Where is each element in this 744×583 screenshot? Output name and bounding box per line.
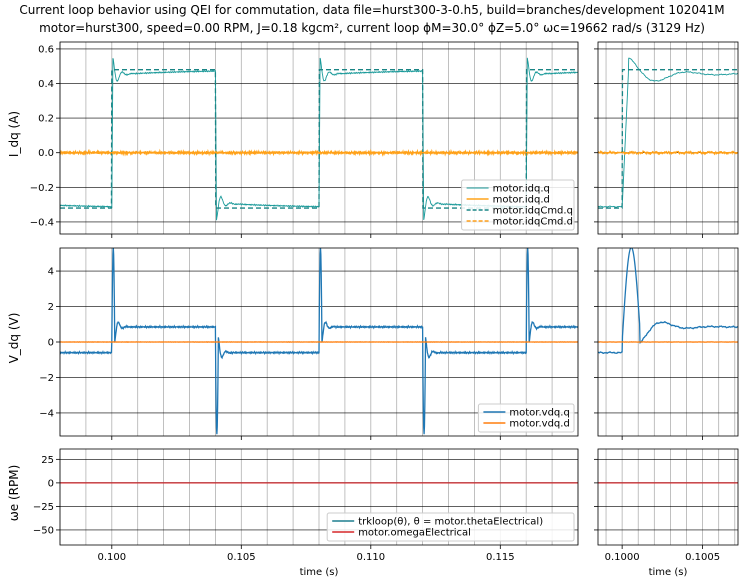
xtick-label: 0.1005 (685, 552, 720, 563)
legend-entry: motor.idqCmd.q (493, 206, 573, 217)
figure-title-line1: Current loop behavior using QEI for comm… (19, 3, 724, 17)
ylabel: I_dq (A) (7, 111, 21, 157)
panel-speed-full: −50 −25 0 25 0.100 0.105 0.110 0.115 ωe (RPM) tim… (7, 448, 579, 578)
ytick-label: 0 (48, 338, 54, 349)
axes-frame (59, 41, 579, 235)
legend-box (477, 403, 575, 433)
xtick-label: 0.100 (97, 552, 126, 563)
series-group (60, 248, 578, 435)
ytick-label: 0.4 (38, 79, 54, 90)
ytick-label: 0.2 (38, 114, 54, 125)
legend-box (461, 179, 575, 231)
chart-panels: −0.4−0.20.00.20.40.6I_dq (A)motor.idq.qm… (7, 41, 739, 578)
axes-frame (597, 41, 739, 235)
series-line-1 (598, 149, 738, 156)
series-group (598, 248, 738, 355)
panel-speed-zoom: 0.1000 0.1005 time (s) (594, 448, 739, 578)
ytick-label: −2 (39, 373, 54, 384)
ytick-label: −25 (33, 502, 54, 513)
legend-entry: motor.vdq.q (509, 408, 569, 419)
legend-entry: motor.idqCmd.d (493, 217, 573, 228)
ytick-label: 4 (48, 267, 54, 278)
ytick-label: 0 (48, 478, 54, 489)
ytick-label: 0.0 (38, 148, 54, 159)
legend: trkloop(θ), θ = motor.thetaElectrical)mo… (326, 512, 575, 542)
series-group (598, 57, 738, 209)
legend-entry: motor.idq.q (493, 184, 550, 195)
legend-entry: trkloop(θ), θ = motor.thetaElectrical) (358, 517, 543, 528)
xtick-label: 0.110 (356, 552, 385, 563)
ytick-label: −50 (33, 525, 54, 536)
legend-entry: motor.vdq.d (509, 419, 569, 430)
series-line-2 (60, 69, 578, 209)
legend-entry: motor.idq.d (493, 195, 550, 206)
ylabel: V_dq (V) (7, 313, 21, 364)
ytick-label: 25 (41, 455, 54, 466)
legend-entry: motor.omegaElectrical (358, 528, 471, 539)
ytick-label: −4 (39, 408, 54, 419)
panel-current-zoom (594, 41, 739, 238)
panel-voltage-zoom (594, 247, 739, 440)
axes-frame (597, 448, 739, 546)
ylabel: ωe (RPM) (7, 465, 21, 522)
series-line-0 (598, 57, 738, 208)
legend-box (326, 512, 575, 542)
xlabel: time (s) (649, 567, 688, 578)
legend: motor.idq.qmotor.idq.dmotor.idqCmd.qmoto… (461, 179, 575, 231)
axes-frame (59, 448, 579, 546)
ytick-label: −0.4 (30, 217, 54, 228)
xtick-label: 0.115 (486, 552, 515, 563)
xlabel: time (s) (300, 567, 339, 578)
ytick-label: −0.2 (30, 183, 54, 194)
ytick-label: 2 (48, 302, 54, 313)
xtick-label: 0.1000 (605, 552, 640, 563)
series-line-0 (60, 248, 578, 435)
xtick-label: 0.105 (227, 552, 256, 563)
figure-title-line2: motor=hurst300, speed=0.00 RPM, J=0.18 k… (39, 21, 705, 35)
ytick-label: 0.6 (38, 44, 54, 55)
series-line-0 (598, 248, 738, 355)
panel-current-full: −0.4−0.20.00.20.40.6I_dq (A)motor.idq.qm… (7, 41, 579, 238)
